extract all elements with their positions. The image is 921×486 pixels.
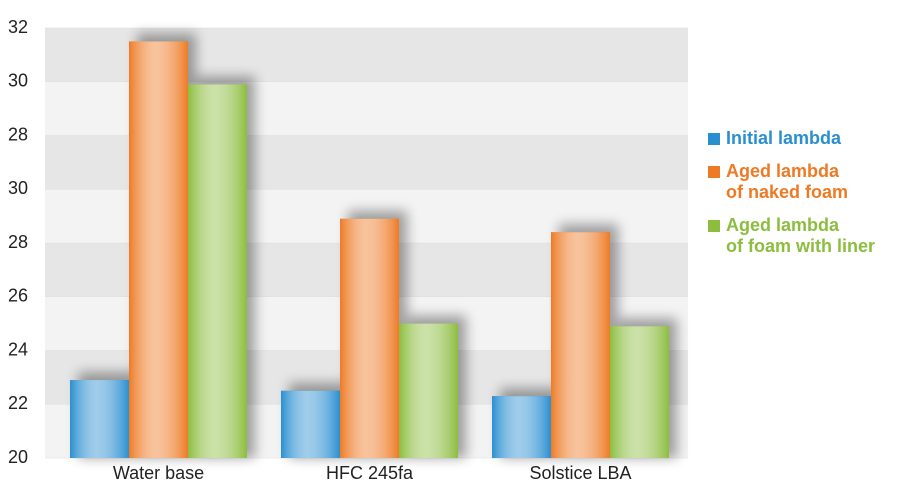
bar-highlight	[281, 390, 340, 458]
x-tick-label: Solstice LBA	[529, 463, 631, 483]
legend-swatch	[708, 220, 720, 232]
y-tick-label: 30	[8, 178, 28, 198]
y-tick-label: 28	[8, 124, 28, 144]
bar-highlight	[610, 326, 669, 458]
bar-highlight	[70, 380, 129, 458]
y-tick-label: 26	[8, 286, 28, 306]
legend-label: Aged lambda of naked foam	[726, 161, 849, 202]
bar-highlight	[129, 41, 188, 458]
y-tick-label: 22	[8, 393, 28, 413]
y-tick-label: 24	[8, 339, 28, 359]
y-tick-label: 32	[8, 17, 28, 37]
bar-highlight	[551, 232, 610, 458]
legend-item: Aged lambda of foam with liner	[708, 215, 875, 257]
legend-item: Aged lambda of naked foam	[708, 161, 875, 203]
y-tick-label: 28	[8, 232, 28, 252]
legend-label: Initial lambda	[726, 128, 842, 148]
legend: Initial lambda Aged lambda of naked foam A…	[708, 128, 875, 269]
x-tick-label: HFC 245fa	[326, 463, 414, 483]
bar-highlight	[340, 218, 399, 458]
bar-highlight	[492, 396, 551, 458]
x-tick-label: Water base	[113, 463, 204, 483]
legend-item: Initial lambda	[708, 128, 875, 149]
y-tick-label: 20	[8, 447, 28, 467]
bar-highlight	[188, 84, 247, 458]
legend-swatch	[708, 166, 720, 178]
bar-highlight	[399, 323, 458, 458]
legend-swatch	[708, 133, 720, 145]
legend-label: Aged lambda of foam with liner	[726, 215, 876, 256]
y-tick-label: 30	[8, 71, 28, 91]
